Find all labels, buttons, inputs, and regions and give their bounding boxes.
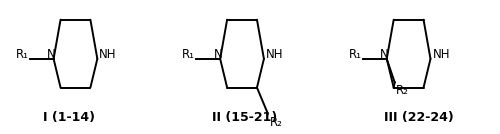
Text: N: N [380, 48, 389, 61]
Text: R₁: R₁ [16, 48, 28, 61]
Text: NH: NH [266, 48, 283, 61]
Text: N: N [47, 48, 56, 61]
Text: R₁: R₁ [349, 48, 362, 61]
Text: N: N [214, 48, 222, 61]
Text: R₂: R₂ [270, 116, 283, 129]
Text: III (22-24): III (22-24) [384, 111, 454, 124]
Text: R₂: R₂ [396, 84, 408, 97]
Text: II (15-21): II (15-21) [212, 111, 278, 124]
Text: I (1-14): I (1-14) [42, 111, 94, 124]
Text: NH: NH [100, 48, 117, 61]
Text: R₁: R₁ [182, 48, 196, 61]
Text: NH: NH [432, 48, 450, 61]
